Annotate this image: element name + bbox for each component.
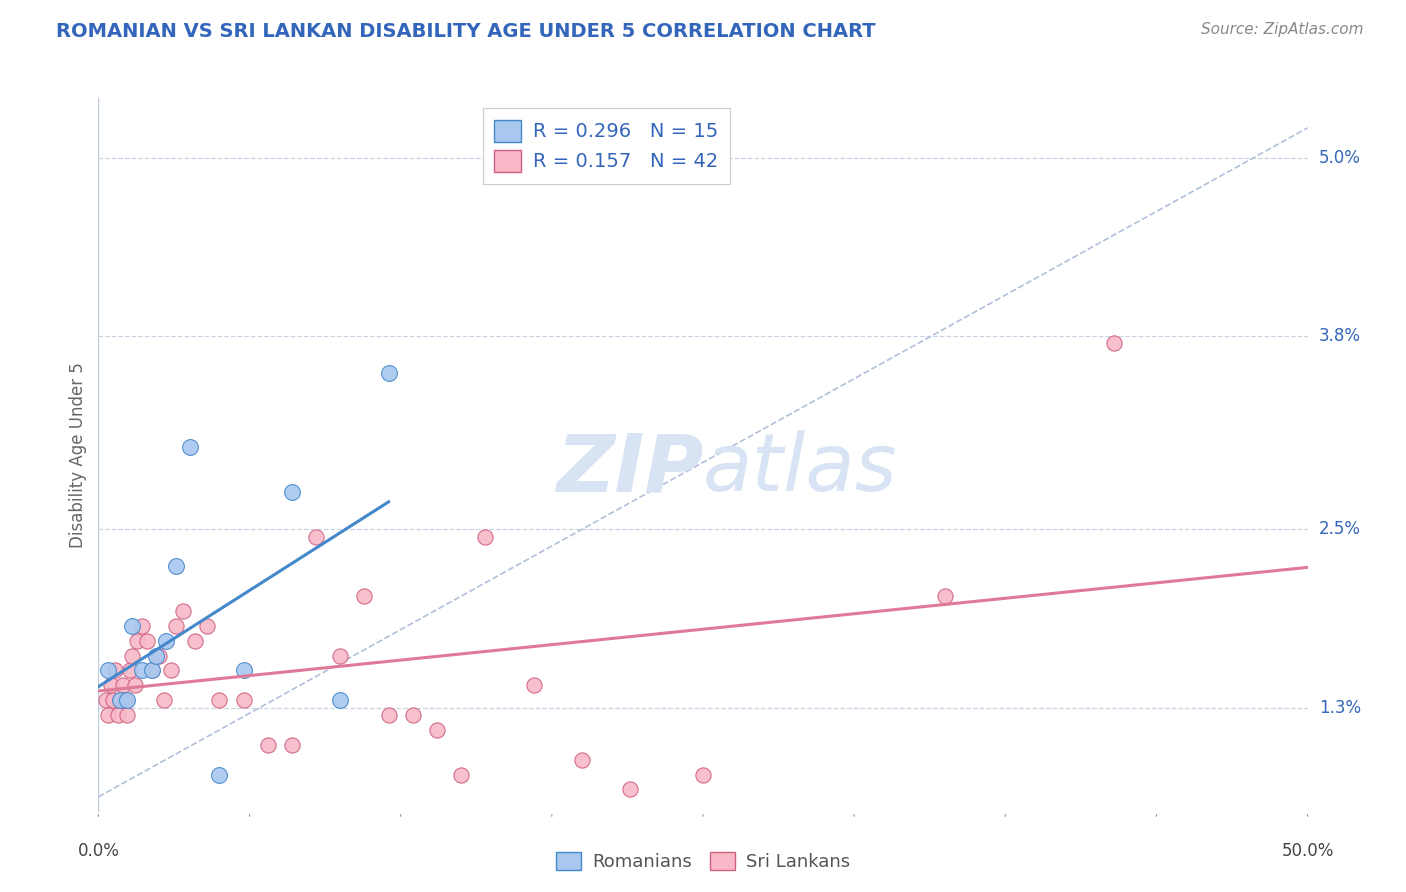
Point xyxy=(94,693,117,707)
Point xyxy=(100,678,122,692)
Point xyxy=(281,738,304,752)
Point xyxy=(232,693,254,707)
Point xyxy=(160,664,183,678)
Point xyxy=(179,441,201,455)
Point xyxy=(281,485,304,500)
Legend: R = 0.296   N = 15, R = 0.157   N = 42: R = 0.296 N = 15, R = 0.157 N = 42 xyxy=(482,108,730,184)
Point xyxy=(108,693,131,707)
Point xyxy=(523,678,546,692)
Point xyxy=(692,767,714,781)
Point xyxy=(1102,336,1125,351)
Text: Source: ZipAtlas.com: Source: ZipAtlas.com xyxy=(1201,22,1364,37)
Point xyxy=(934,589,956,603)
Point xyxy=(208,693,231,707)
Point xyxy=(117,708,139,723)
Point xyxy=(165,559,187,574)
Point xyxy=(131,619,153,633)
Point xyxy=(117,693,139,707)
Point xyxy=(101,693,124,707)
Point xyxy=(118,664,141,678)
Point xyxy=(474,530,496,544)
Point xyxy=(195,619,218,633)
Text: atlas: atlas xyxy=(703,430,898,508)
Legend: Romanians, Sri Lankans: Romanians, Sri Lankans xyxy=(548,845,858,879)
Point xyxy=(184,633,207,648)
Point xyxy=(104,664,127,678)
Point xyxy=(107,708,129,723)
Point xyxy=(305,530,328,544)
Point xyxy=(152,693,174,707)
Point xyxy=(450,767,472,781)
Point xyxy=(131,664,153,678)
Point xyxy=(141,664,163,678)
Text: 3.8%: 3.8% xyxy=(1319,327,1361,345)
Point xyxy=(426,723,449,737)
Point xyxy=(165,619,187,633)
Point xyxy=(329,648,352,663)
Point xyxy=(124,678,146,692)
Point xyxy=(208,767,231,781)
Point xyxy=(111,678,134,692)
Point xyxy=(353,589,375,603)
Text: 0.0%: 0.0% xyxy=(77,842,120,860)
Point xyxy=(108,693,131,707)
Point xyxy=(172,604,194,618)
Text: 2.5%: 2.5% xyxy=(1319,520,1361,538)
Point xyxy=(114,693,136,707)
Point xyxy=(619,782,641,797)
Point xyxy=(148,648,170,663)
Point xyxy=(135,633,157,648)
Point xyxy=(121,648,143,663)
Point xyxy=(232,664,254,678)
Point xyxy=(377,366,399,380)
Point xyxy=(145,648,167,663)
Text: 1.3%: 1.3% xyxy=(1319,698,1361,716)
Text: ROMANIAN VS SRI LANKAN DISABILITY AGE UNDER 5 CORRELATION CHART: ROMANIAN VS SRI LANKAN DISABILITY AGE UN… xyxy=(56,22,876,41)
Text: 5.0%: 5.0% xyxy=(1319,149,1361,167)
Point xyxy=(97,708,120,723)
Point xyxy=(329,693,352,707)
Point xyxy=(127,633,149,648)
Point xyxy=(97,664,120,678)
Point xyxy=(402,708,425,723)
Text: ZIP: ZIP xyxy=(555,430,703,508)
Point xyxy=(377,708,399,723)
Point xyxy=(256,738,278,752)
Y-axis label: Disability Age Under 5: Disability Age Under 5 xyxy=(69,362,87,548)
Text: 50.0%: 50.0% xyxy=(1281,842,1334,860)
Point xyxy=(155,633,177,648)
Point xyxy=(141,664,163,678)
Point xyxy=(571,753,593,767)
Point xyxy=(121,619,143,633)
